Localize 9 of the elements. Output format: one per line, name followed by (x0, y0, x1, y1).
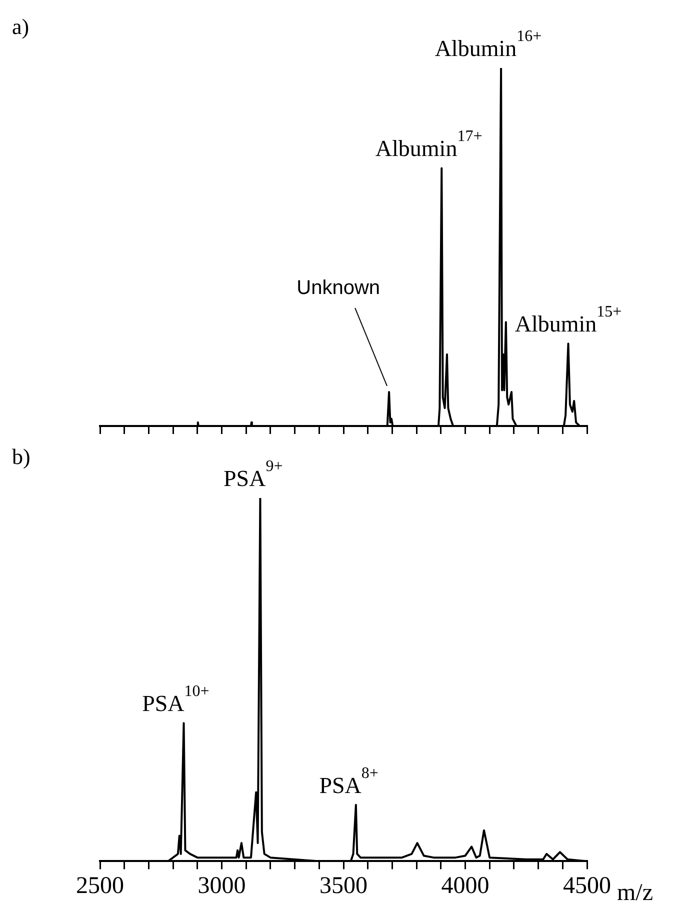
x-tick-label: 3000 (198, 872, 246, 899)
x-tick-label: 4500 (563, 872, 611, 899)
chart-title: b) (12, 444, 30, 469)
x-tick-label: 3500 (320, 872, 368, 899)
x-tick-label: 4000 (441, 872, 490, 899)
annotation: Unknown (296, 276, 380, 299)
chart-title: a) (12, 14, 30, 39)
x-tick-label: 2500 (76, 872, 124, 899)
x-axis-title: m/z (617, 880, 653, 906)
